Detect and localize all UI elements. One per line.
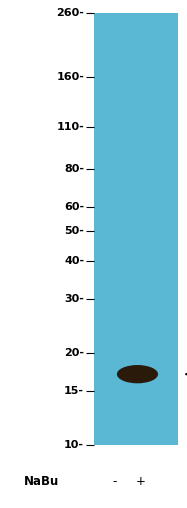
Text: 50-: 50-: [64, 226, 84, 236]
Text: 60-: 60-: [64, 202, 84, 212]
Ellipse shape: [117, 365, 158, 384]
Text: -: -: [113, 475, 117, 488]
Text: 20-: 20-: [64, 347, 84, 358]
Text: NaBu: NaBu: [24, 475, 59, 488]
Text: 160-: 160-: [56, 72, 84, 82]
Text: 260-: 260-: [56, 8, 84, 18]
Text: +: +: [136, 475, 146, 488]
Text: 30-: 30-: [64, 294, 84, 304]
Text: 40-: 40-: [64, 256, 84, 266]
Bar: [94, 13, 178, 444]
Text: 15-: 15-: [64, 386, 84, 396]
Text: 110-: 110-: [56, 122, 84, 132]
Text: 10-: 10-: [64, 439, 84, 450]
Text: 80-: 80-: [64, 164, 84, 174]
